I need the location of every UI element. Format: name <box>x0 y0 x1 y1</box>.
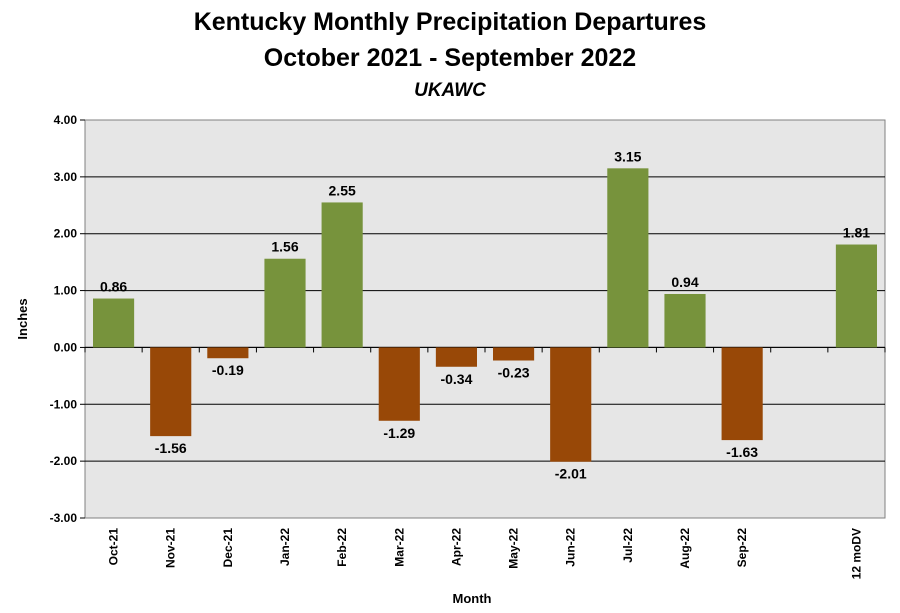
bar-sep-22 <box>721 347 763 441</box>
y-tick-label: 2.00 <box>54 227 78 241</box>
x-tick-label: Oct-21 <box>107 528 121 566</box>
data-label: -1.56 <box>155 440 187 456</box>
bar-jul-22 <box>607 168 649 348</box>
data-label: -1.63 <box>726 444 758 460</box>
y-tick-label: -1.00 <box>50 397 78 411</box>
data-label: -1.29 <box>383 425 415 441</box>
bar-feb-22 <box>321 202 363 348</box>
bar-nov-21 <box>150 347 192 437</box>
bar-jun-22 <box>550 347 592 462</box>
y-tick-label: -3.00 <box>50 511 78 525</box>
plot-area <box>84 119 886 519</box>
y-tick-label: -2.00 <box>50 454 78 468</box>
data-label: 3.15 <box>614 148 641 164</box>
bar-aug-22 <box>664 293 706 348</box>
x-tick-label: Aug-22 <box>678 528 692 569</box>
x-tick-label: Nov-21 <box>164 528 178 568</box>
data-label: -0.34 <box>440 371 472 387</box>
data-label: 1.56 <box>271 239 298 255</box>
y-axis-label: Inches <box>15 298 30 339</box>
chart-title: Kentucky Monthly Precipitation Departure… <box>193 8 707 36</box>
y-tick-label: 1.00 <box>54 284 78 298</box>
y-tick-label: 3.00 <box>54 170 78 184</box>
bar-may-22 <box>493 347 535 361</box>
x-tick-label: Dec-21 <box>221 528 235 568</box>
x-tick-label: Sep-22 <box>735 528 749 568</box>
data-label: -2.01 <box>555 466 587 482</box>
x-tick-label: Jul-22 <box>621 528 635 563</box>
data-label: -0.23 <box>498 365 530 381</box>
x-axis-label: Month <box>453 591 492 606</box>
x-tick-label: Jan-22 <box>278 528 292 566</box>
bar-mar-22 <box>378 347 420 421</box>
y-tick-label: 4.00 <box>54 113 78 127</box>
x-tick-label: Feb-22 <box>335 528 349 567</box>
data-label: -0.19 <box>212 362 244 378</box>
x-tick-label: 12 moDV <box>849 528 863 579</box>
x-tick-label: Apr-22 <box>449 528 463 566</box>
bar-12-modv <box>835 244 877 348</box>
chart-subtitle: October 2021 - September 2022 <box>263 44 637 72</box>
y-tick-label: 0.00 <box>54 340 78 354</box>
x-tick-label: Jun-22 <box>564 528 578 567</box>
bar-apr-22 <box>435 347 477 367</box>
chart-source: UKAWC <box>414 80 486 101</box>
bar-jan-22 <box>264 258 306 348</box>
bar-oct-21 <box>93 298 135 348</box>
data-label: 0.94 <box>671 274 698 290</box>
data-label: 2.55 <box>329 182 356 198</box>
x-tick-label: Mar-22 <box>392 528 406 567</box>
x-tick-label: May-22 <box>507 528 521 569</box>
data-label: 1.81 <box>843 225 870 241</box>
bar-dec-21 <box>207 347 249 359</box>
data-label: 0.86 <box>100 279 127 295</box>
